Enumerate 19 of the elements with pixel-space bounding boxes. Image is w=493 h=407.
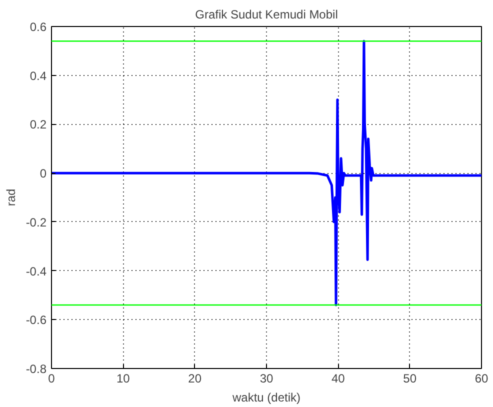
x-tick-label: 40: [331, 372, 346, 386]
x-tick-label: 0: [48, 372, 56, 386]
y-tick-label: 0.4: [30, 68, 47, 83]
x-tick-label: 30: [260, 372, 274, 386]
y-tick-label: -0.8: [26, 362, 47, 376]
x-tick-label: 50: [403, 372, 417, 386]
x-tick-label: 60: [474, 372, 488, 386]
y-tick-label: 0: [40, 166, 47, 181]
y-tick-label: -0.2: [26, 215, 47, 230]
y-axis-title: rad: [4, 188, 18, 206]
y-tick-label: 0.2: [30, 118, 47, 132]
x-axis-title: waktu (detik): [231, 390, 301, 404]
y-tick-label: -0.4: [26, 264, 47, 278]
chart-title: Grafik Sudut Kemudi Mobil: [195, 8, 338, 22]
x-tick-label: 10: [116, 372, 130, 386]
x-tick-label: 20: [188, 372, 202, 386]
y-tick-label: 0.6: [30, 20, 47, 34]
y-tick-label: -0.6: [26, 313, 47, 328]
line-series: [52, 40, 482, 306]
